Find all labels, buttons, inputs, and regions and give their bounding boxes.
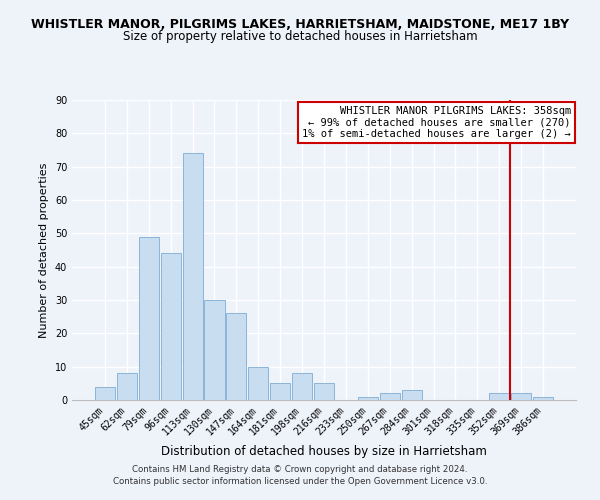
Bar xyxy=(401,390,422,400)
Text: Contains HM Land Registry data © Crown copyright and database right 2024.
Contai: Contains HM Land Registry data © Crown c… xyxy=(113,464,487,486)
Y-axis label: Number of detached properties: Number of detached properties xyxy=(39,162,49,338)
Text: WHISTLER MANOR PILGRIMS LAKES: 358sqm
← 99% of detached houses are smaller (270): WHISTLER MANOR PILGRIMS LAKES: 358sqm ← … xyxy=(302,106,571,139)
Bar xyxy=(248,366,268,400)
Bar xyxy=(292,374,312,400)
X-axis label: Distribution of detached houses by size in Harrietsham: Distribution of detached houses by size … xyxy=(161,445,487,458)
Bar xyxy=(182,154,203,400)
Text: Size of property relative to detached houses in Harrietsham: Size of property relative to detached ho… xyxy=(122,30,478,43)
Bar xyxy=(117,374,137,400)
Bar xyxy=(161,254,181,400)
Bar xyxy=(358,396,378,400)
Bar xyxy=(489,394,509,400)
Bar xyxy=(139,236,159,400)
Bar xyxy=(205,300,224,400)
Bar xyxy=(314,384,334,400)
Bar xyxy=(270,384,290,400)
Bar xyxy=(226,314,247,400)
Bar xyxy=(511,394,531,400)
Text: WHISTLER MANOR, PILGRIMS LAKES, HARRIETSHAM, MAIDSTONE, ME17 1BY: WHISTLER MANOR, PILGRIMS LAKES, HARRIETS… xyxy=(31,18,569,30)
Bar xyxy=(380,394,400,400)
Bar xyxy=(95,386,115,400)
Bar xyxy=(533,396,553,400)
